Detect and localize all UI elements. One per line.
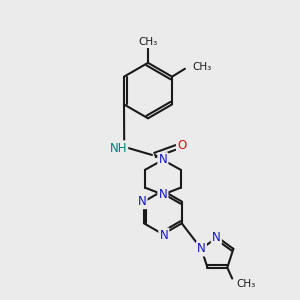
Text: N: N xyxy=(197,242,206,255)
Text: CH₃: CH₃ xyxy=(138,37,158,47)
Text: N: N xyxy=(138,195,146,208)
Text: O: O xyxy=(177,139,186,152)
Text: NH: NH xyxy=(110,142,127,154)
Text: N: N xyxy=(212,231,221,244)
Text: N: N xyxy=(160,229,168,242)
Text: CH₃: CH₃ xyxy=(193,62,212,72)
Text: N: N xyxy=(158,188,167,201)
Text: N: N xyxy=(158,153,167,167)
Text: CH₃: CH₃ xyxy=(236,278,255,289)
